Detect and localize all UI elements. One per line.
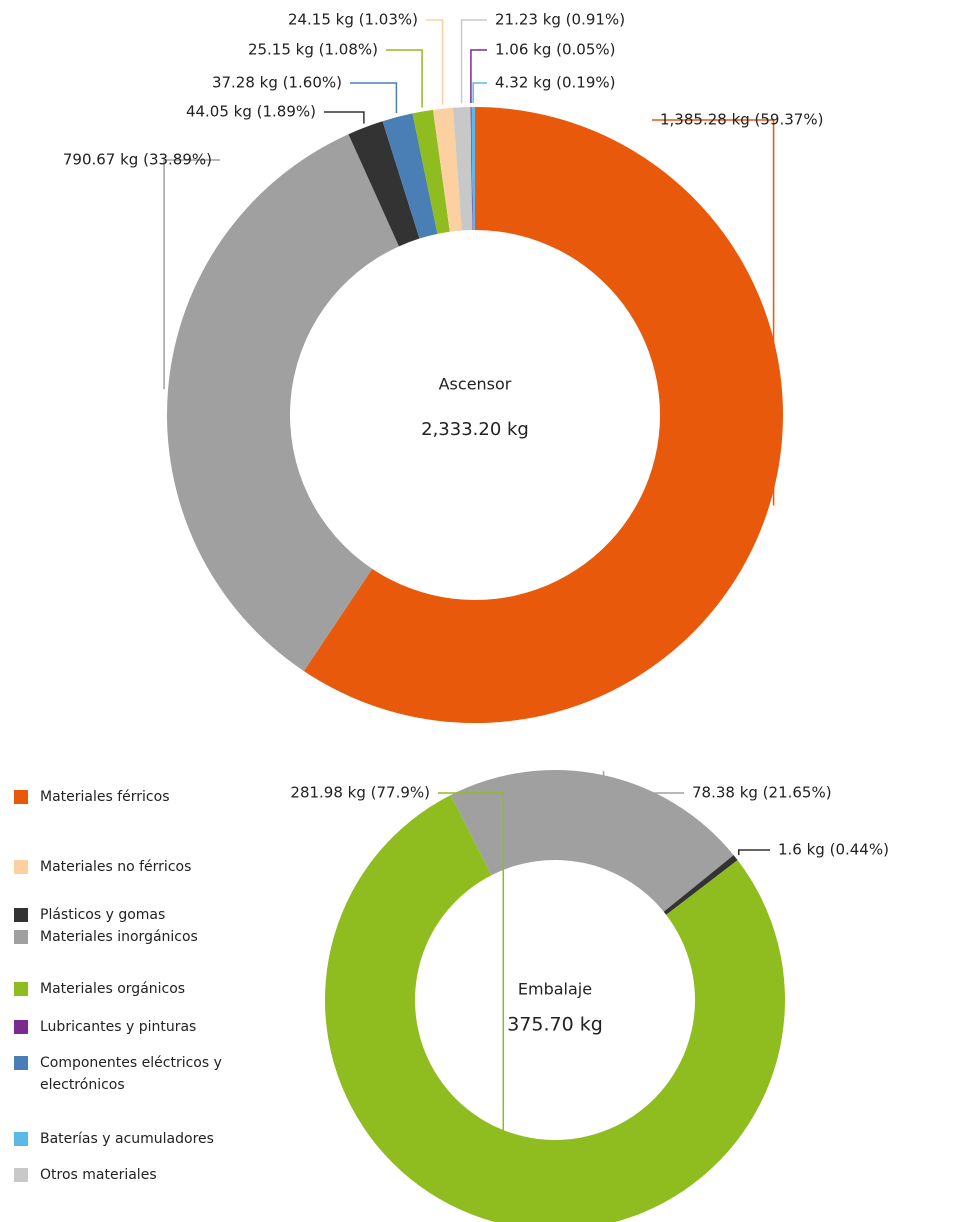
legend-label: Materiales inorgánicos [40,929,198,945]
legend-swatch [14,1132,28,1146]
data-label: 1.06 kg (0.05%) [495,41,616,59]
slice [452,107,473,231]
leader-line [350,82,398,114]
legend-label: Materiales férricos [40,789,170,805]
data-label: 21.23 kg (0.91%) [495,11,625,29]
legend-label: Materiales orgánicos [40,981,186,997]
legend-label: Materiales no férricos [40,859,192,875]
legend-label: Otros materiales [40,1167,157,1183]
legend-swatch [14,1168,28,1182]
data-label: 78.38 kg (21.65%) [692,784,832,802]
legend-label: Componentes eléctricos y electrónicos [40,1055,222,1093]
slice [303,107,783,723]
leader-line [652,119,775,506]
data-label: 1,385.28 kg (59.37%) [660,111,823,129]
leader-line [163,159,220,390]
slice [382,113,438,239]
leader-line [324,111,365,124]
center-total: 375.70 kg [507,1014,603,1036]
legend-label: Lubricantes y pinturas [40,1019,197,1035]
slice [450,770,734,912]
legend-item: Materiales no férricos [14,856,254,878]
data-label: 44.05 kg (1.89%) [186,103,316,121]
leader-line [470,49,487,104]
legend-item: Lubricantes y pinturas [14,1016,254,1038]
legend-item: Otros materiales [14,1164,254,1186]
leader-line [460,19,487,104]
center-total: 2,333.20 kg [421,419,529,440]
data-label: 24.15 kg (1.03%) [288,11,418,29]
legend-swatch [14,790,28,804]
slice [167,134,399,672]
data-label: 790.67 kg (33.89%) [63,151,212,169]
slice [470,107,473,231]
legend-swatch [14,860,28,874]
data-label: 281.98 kg (77.9%) [290,784,430,802]
legend-swatch [14,982,28,996]
center-title: Ascensor [439,375,512,394]
leader-line [426,19,444,105]
leader-line [386,49,423,108]
slice [348,121,420,247]
data-label: 1.6 kg (0.44%) [778,841,889,859]
legend-swatch [14,908,28,922]
legend-label: Baterías y acumuladores [40,1131,214,1147]
data-label: 37.28 kg (1.60%) [212,74,342,92]
data-label: 4.32 kg (0.19%) [495,74,616,92]
slice [325,795,785,1222]
legend-item: Materiales orgánicos [14,978,254,1000]
leader-line [472,82,487,104]
slice [412,109,450,234]
slice [663,855,738,915]
legend-item: Componentes eléctricos y electrónicos [14,1052,254,1096]
legend-swatch [14,1020,28,1034]
legend-item: Baterías y acumuladores [14,1128,254,1150]
legend-item: Plásticos y gomas [14,904,254,926]
data-label: 25.15 kg (1.08%) [248,41,378,59]
leader-line [438,792,505,1222]
legend-item: Materiales férricos [14,786,254,808]
legend-swatch [14,930,28,944]
center-title: Embalaje [518,980,592,999]
leader-line [602,771,684,794]
legend-label: Plásticos y gomas [40,907,166,923]
legend-item: Materiales inorgánicos [14,926,254,948]
slice [471,107,475,231]
slice [433,107,462,232]
leader-line [738,849,770,856]
legend-swatch [14,1056,28,1070]
